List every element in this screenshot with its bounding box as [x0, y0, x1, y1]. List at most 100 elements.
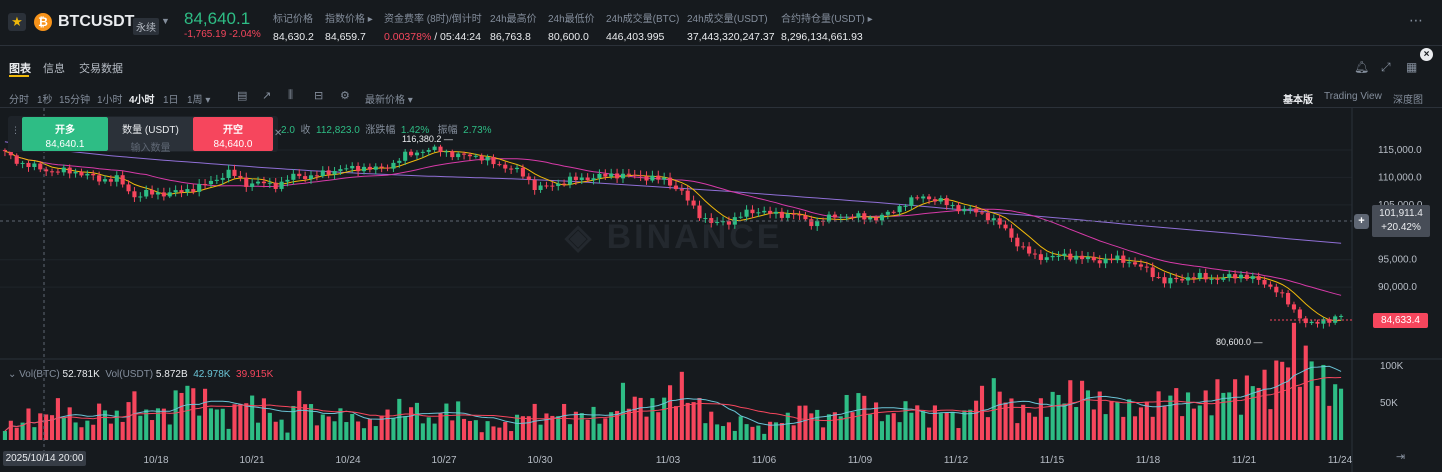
volume-bar [97, 403, 102, 440]
candle-body [14, 155, 19, 164]
candle-body [685, 190, 690, 201]
quantity-label: 数量 (USDT) [122, 125, 179, 136]
symbol-name[interactable]: BTCUSDT [58, 13, 135, 30]
candle-body [67, 167, 72, 174]
candle-body [285, 179, 290, 182]
volume-bar [185, 385, 190, 440]
open-short-button[interactable]: 开空 84,640.0 [193, 117, 273, 151]
volume-bar [750, 426, 755, 440]
volume-bar [61, 417, 66, 440]
volume-bar [603, 418, 608, 440]
tab-chart[interactable]: 图表 [9, 63, 31, 75]
candle-body [979, 212, 985, 214]
volume-bar [544, 413, 549, 440]
volume-bar [138, 415, 143, 440]
timeframe-option-active[interactable]: 4小时 [129, 95, 155, 106]
volume-bar [962, 410, 967, 440]
candle-body [1150, 267, 1155, 278]
grid-icon[interactable]: ▦ [1406, 60, 1418, 74]
volume-bar [232, 404, 237, 440]
drag-handle-icon[interactable]: ⋮ [11, 125, 20, 135]
candle-body [815, 220, 820, 227]
stat-index-price[interactable]: 指数价格 ▸ 84,659.7 [325, 10, 373, 43]
timeframe-option[interactable]: 1日 [163, 95, 179, 106]
candle-body [479, 155, 484, 161]
add-alert-icon[interactable]: + [1354, 214, 1369, 229]
more-icon[interactable]: ⋯ [1409, 12, 1424, 28]
volume-bar [1150, 416, 1155, 440]
view-tradingview[interactable]: Trading View [1324, 91, 1382, 102]
timeframe-option[interactable]: 1小时 [97, 95, 123, 106]
candle-body [656, 175, 661, 180]
candle-body [1097, 260, 1102, 264]
candle-body [909, 197, 914, 206]
bell-icon[interactable]: 🔔︎ [1354, 60, 1370, 74]
crosshair-date-tag: 2025/10/14 20:00 [3, 451, 86, 466]
volume-bar [244, 403, 249, 440]
stat-label: 24h最高价 [490, 14, 537, 25]
chevron-down-icon[interactable]: ▼ [161, 16, 170, 26]
stat-24h-volume-btc: 24h成交量(BTC) 446,403.995 [606, 10, 679, 43]
volume-bar [1068, 380, 1073, 440]
candle-body [344, 168, 349, 170]
indicator-icon[interactable]: ↗ [262, 90, 272, 102]
tab-info[interactable]: 信息 [43, 63, 65, 75]
candle-body [1085, 256, 1091, 260]
timeframe-option[interactable]: 15分钟 [59, 95, 91, 106]
candle-body [49, 171, 55, 173]
candle-body [173, 190, 178, 193]
stat-24h-volume-usdt: 24h成交量(USDT) 37,443,320,247.37 [687, 10, 775, 43]
stat-open-interest[interactable]: 合约持仓量(USDT) ▸ 8,296,134,661.93 [781, 10, 873, 43]
close-panel-icon[interactable]: ✕ [274, 128, 283, 139]
view-depth[interactable]: 深度图 [1393, 95, 1423, 106]
volume-bar [450, 420, 455, 440]
candle-body [1274, 286, 1279, 293]
price-chart[interactable]: 115,000.0110,000.0105,000.095,000.090,00… [0, 108, 1442, 472]
volume-bar [926, 427, 932, 440]
quantity-input[interactable]: 数量 (USDT) 输入数量 [108, 117, 193, 154]
volume-bar [697, 397, 702, 440]
candle-body [114, 175, 119, 182]
volume-bar [226, 428, 231, 440]
settings-icon[interactable]: ⚙ [340, 90, 350, 102]
volume-bar [308, 404, 314, 440]
stat-label: 合约持仓量(USDT) ▸ [781, 14, 873, 25]
price-type-dropdown[interactable]: 最新价格 ▾ [365, 95, 413, 106]
open-long-label: 开多 [55, 125, 75, 136]
timeframe-dropdown[interactable]: 1周 ▾ [187, 95, 211, 106]
calendar-icon[interactable]: ▤ [237, 90, 248, 102]
compare-icon[interactable]: ⊟ [314, 90, 324, 102]
volume-chevron-icon[interactable]: ⌄ [8, 369, 17, 380]
candle-body [1303, 318, 1308, 324]
volume-bar [779, 422, 784, 440]
chart-canvas[interactable]: 115,000.0110,000.0105,000.095,000.090,00… [0, 108, 1442, 472]
timeframe-option[interactable]: 分时 [9, 95, 29, 106]
stat-value: 80,600.0 [548, 31, 589, 43]
candle-body [144, 189, 149, 197]
timeframe-option[interactable]: 1秒 [37, 95, 53, 106]
close-icon[interactable]: × [1420, 48, 1433, 61]
volume-bar [326, 416, 331, 440]
tab-trading-data[interactable]: 交易数据 [79, 63, 123, 75]
candle-body [803, 215, 808, 220]
candle-body [985, 213, 990, 221]
view-basic[interactable]: 基本版 [1283, 95, 1313, 106]
star-icon[interactable]: ★ [8, 13, 26, 31]
open-long-button[interactable]: 开多 84,640.1 [22, 117, 108, 151]
scroll-to-latest-icon[interactable]: ⇥ [1396, 451, 1406, 463]
candle-body [526, 176, 531, 180]
volume-bar [55, 398, 60, 440]
candle-body [750, 209, 755, 214]
candle-body [1291, 304, 1297, 310]
volume-bar [114, 410, 119, 440]
volume-bar [520, 416, 525, 440]
fullscreen-icon[interactable]: ⤢ [1381, 60, 1391, 74]
volume-bar [1132, 416, 1138, 440]
volume-bar [1138, 407, 1143, 440]
funding-rate-value: 0.00378% [384, 31, 432, 43]
stat-value: 0.00378% / 05:44:24 [384, 31, 482, 43]
candle-type-icon[interactable]: ⫼ [288, 89, 294, 101]
candles [2, 144, 1344, 329]
volume-bar [526, 416, 531, 440]
ma99-line [4, 141, 1342, 244]
